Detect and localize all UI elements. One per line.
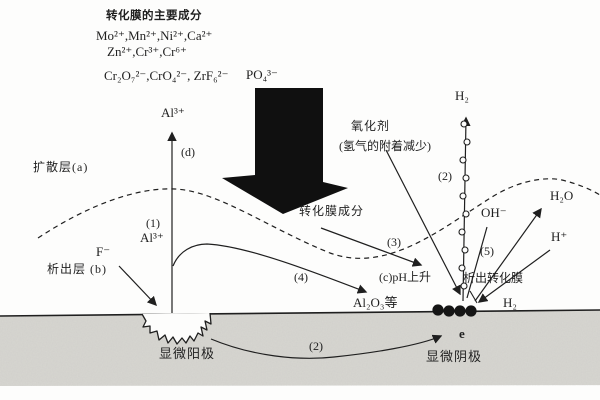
step-4-label: (4) xyxy=(294,270,308,284)
h2-surface-label: H₂ xyxy=(503,295,517,310)
step-5-label: (5) xyxy=(480,244,494,258)
composition-heading: 转化膜的主要成分 xyxy=(106,10,202,22)
water-label: H₂O xyxy=(550,188,574,203)
composition-cations-row1: Mo²⁺,Mn²⁺,Ni²⁺,Ca²⁺ xyxy=(96,28,213,43)
micro-cathode-label: 显微阴极 xyxy=(426,349,483,364)
step-3-label: (3) xyxy=(387,235,401,249)
oxidizer-label-line2: (氢气的附着减少) xyxy=(339,139,431,153)
oxidizer-label-line1: 氧化剂 xyxy=(351,119,391,133)
precipitated-film-particles xyxy=(432,304,477,317)
electron-label: e xyxy=(459,326,465,341)
hydroxide-line xyxy=(466,226,488,299)
phosphate-label: PO₄³⁻ xyxy=(246,67,278,82)
hydroxide-label: OH⁻ xyxy=(481,205,507,220)
fluoride-arrow xyxy=(118,265,157,307)
step-1-label: (1) xyxy=(146,216,160,230)
al-ion-mid-label: Al³⁺ xyxy=(140,230,164,245)
precipitation-layer-label: 析出层 (b) xyxy=(47,262,107,276)
precipitated-film-label: 析出转化膜 xyxy=(463,271,524,285)
fluoride-label: F⁻ xyxy=(96,244,111,259)
h2-top-label: H₂ xyxy=(455,88,469,103)
film-components-label: 转化膜成分 xyxy=(299,204,365,218)
composition-cations-row2: Zn²⁺,Cr³⁺,Cr⁶⁺ xyxy=(107,44,187,59)
electron-path-curve xyxy=(210,334,443,359)
micro-anode-label: 显微阳极 xyxy=(159,346,216,361)
micro-anode-pit xyxy=(141,312,212,345)
flow-3-arrow xyxy=(320,227,423,267)
ph-rise-label: (c)pH上升 xyxy=(379,270,431,284)
diffusion-layer-label: 扩散层(a) xyxy=(33,160,89,174)
h2-bubbles xyxy=(458,120,471,290)
proton-label: H⁺ xyxy=(551,229,568,244)
flow-4-curve xyxy=(172,243,368,294)
film-label-pointer xyxy=(469,290,478,304)
step-2-right-label: (2) xyxy=(438,169,452,183)
metal-surface-line xyxy=(0,309,600,317)
diffusion-boundary-dashed-curve xyxy=(37,178,600,259)
alumina-label: Al₂O₃等 xyxy=(353,295,398,310)
step-2-bottom-label: (2) xyxy=(309,339,323,353)
composition-anions-row: Cr₂O₇²⁻,CrO₄²⁻, ZrF₆²⁻ xyxy=(104,68,229,83)
oxidizer-pointer-arrow xyxy=(385,149,461,296)
substrate-texture xyxy=(0,310,600,386)
water-arrow xyxy=(474,207,542,302)
big-down-arrow xyxy=(222,88,348,214)
al-ion-top-label: Al³⁺ xyxy=(161,105,185,120)
proton-arrow xyxy=(477,249,551,303)
step-d-label: (d) xyxy=(181,145,195,159)
